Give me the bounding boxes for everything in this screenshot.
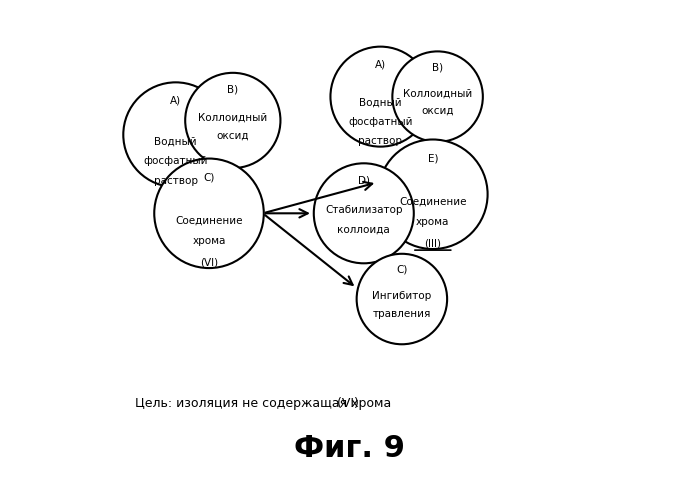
Text: A): A): [170, 96, 181, 106]
Text: Соединение: Соединение: [175, 216, 243, 226]
Text: B): B): [432, 62, 443, 72]
Circle shape: [331, 46, 431, 147]
Circle shape: [123, 82, 228, 187]
Text: Водный: Водный: [359, 98, 402, 108]
Circle shape: [185, 73, 280, 168]
Text: фосфатный: фосфатный: [348, 117, 412, 127]
Text: D): D): [358, 176, 370, 186]
Text: оксид: оксид: [217, 131, 249, 141]
Text: раствор: раствор: [154, 176, 198, 186]
Text: A): A): [375, 59, 386, 69]
Text: (VI): (VI): [200, 257, 218, 267]
Text: хрома: хрома: [192, 236, 226, 246]
Text: раствор: раствор: [359, 136, 403, 146]
Text: Водный: Водный: [154, 137, 197, 147]
Text: коллоида: коллоида: [338, 224, 390, 234]
Text: Коллоидный: Коллоидный: [199, 113, 268, 123]
Text: Фиг. 9: Фиг. 9: [294, 434, 405, 463]
Text: (VI): (VI): [333, 397, 359, 411]
Text: E): E): [428, 154, 438, 164]
Text: Коллоидный: Коллоидный: [403, 89, 473, 99]
Text: C): C): [396, 264, 408, 274]
Text: Ингибитор: Ингибитор: [373, 291, 431, 301]
Circle shape: [154, 159, 264, 268]
Text: оксид: оксид: [421, 106, 454, 116]
Text: Стабилизатор: Стабилизатор: [325, 205, 403, 215]
Text: C): C): [203, 173, 215, 182]
Circle shape: [378, 139, 488, 249]
Text: хрома: хрома: [416, 217, 449, 227]
Text: B): B): [227, 84, 238, 94]
Text: Цель: изоляция не содержащая хрома: Цель: изоляция не содержащая хрома: [135, 397, 391, 411]
Text: (III): (III): [424, 238, 441, 248]
Circle shape: [356, 254, 447, 344]
Circle shape: [314, 163, 414, 263]
Text: фосфатный: фосфатный: [143, 157, 208, 166]
Text: травления: травления: [373, 308, 431, 319]
Circle shape: [392, 51, 483, 142]
Text: Соединение: Соединение: [399, 196, 467, 206]
